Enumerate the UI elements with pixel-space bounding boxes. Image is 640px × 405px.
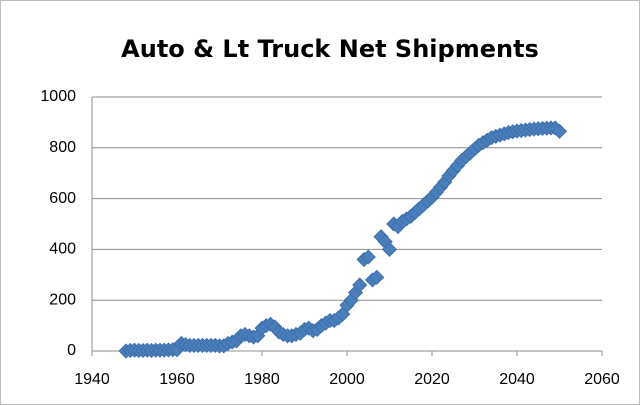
x-tick-label: 2000 bbox=[329, 371, 365, 388]
marker bbox=[369, 269, 385, 285]
y-tick-label: 0 bbox=[67, 342, 76, 359]
x-tick-label: 1960 bbox=[159, 371, 195, 388]
y-tick-label: 1000 bbox=[40, 88, 76, 105]
x-tick-label: 1980 bbox=[244, 371, 280, 388]
y-tick-label: 400 bbox=[49, 241, 76, 258]
marker bbox=[551, 123, 568, 139]
marker bbox=[360, 249, 376, 265]
x-tick-label: 1940 bbox=[74, 371, 110, 388]
x-tick-label: 2060 bbox=[584, 371, 620, 388]
y-tick-label: 600 bbox=[49, 190, 76, 207]
marker bbox=[381, 241, 398, 257]
x-tick-label: 2040 bbox=[499, 371, 535, 388]
marker bbox=[352, 277, 368, 293]
x-tick-label: 2020 bbox=[414, 371, 450, 388]
chart-title: Auto & Lt Truck Net Shipments bbox=[121, 35, 539, 63]
y-tick-label: 800 bbox=[49, 139, 76, 156]
y-tick-label: 200 bbox=[49, 291, 76, 308]
